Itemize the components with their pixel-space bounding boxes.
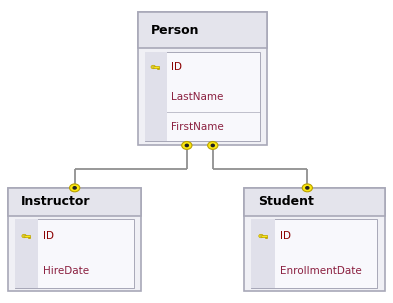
Text: ID: ID [280, 231, 291, 241]
Bar [157, 68, 158, 69]
Circle shape [185, 144, 188, 147]
Bar [8, 188, 141, 216]
Circle shape [182, 142, 192, 149]
Text: Instructor: Instructor [21, 195, 91, 208]
Circle shape [152, 66, 154, 68]
Circle shape [260, 235, 262, 237]
Bar [252, 219, 275, 253]
Bar [265, 237, 266, 238]
Circle shape [70, 184, 80, 192]
Circle shape [151, 65, 156, 69]
Text: LastName: LastName [171, 92, 224, 102]
Bar [145, 52, 167, 82]
Bar [145, 52, 260, 142]
Bar [15, 219, 38, 253]
Text: Person: Person [151, 24, 199, 37]
Bar [145, 112, 167, 142]
Circle shape [73, 187, 76, 189]
Text: EnrollmentDate: EnrollmentDate [280, 265, 362, 275]
Bar [8, 188, 141, 291]
Circle shape [302, 184, 312, 192]
Bar [15, 253, 38, 288]
Circle shape [208, 142, 218, 149]
Bar [15, 219, 134, 288]
Bar [24, 235, 30, 237]
Text: FirstName: FirstName [171, 122, 224, 132]
Text: ID: ID [42, 231, 53, 241]
Bar [145, 82, 167, 112]
Text: Student: Student [258, 195, 314, 208]
Circle shape [22, 234, 26, 238]
Circle shape [23, 235, 25, 237]
Circle shape [306, 187, 309, 189]
Text: HireDate: HireDate [42, 265, 89, 275]
Bar [28, 237, 29, 238]
Bar [138, 12, 267, 145]
Bar [244, 188, 385, 216]
Bar [29, 237, 30, 238]
Bar [153, 66, 159, 68]
Bar [244, 188, 385, 291]
Bar [252, 219, 377, 288]
Circle shape [259, 234, 263, 238]
Bar [266, 237, 267, 238]
Text: ID: ID [171, 62, 182, 72]
Circle shape [211, 144, 214, 147]
Bar [158, 68, 160, 69]
Bar [261, 235, 266, 237]
Bar [252, 253, 275, 288]
Bar [138, 12, 267, 48]
